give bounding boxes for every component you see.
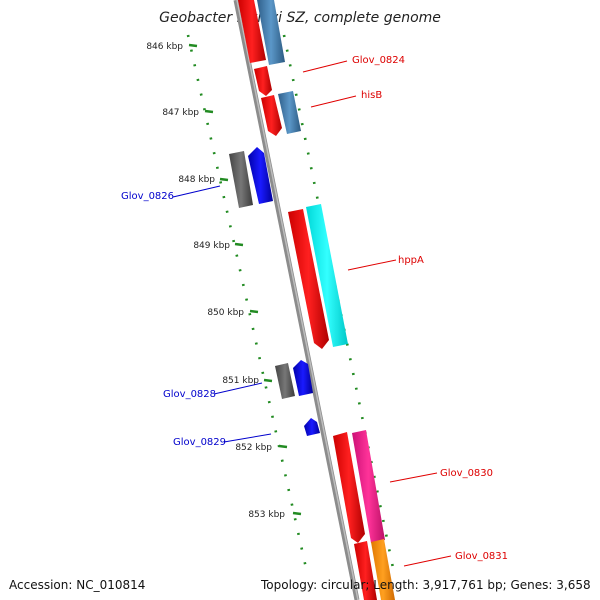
label-glov0824[interactable]: Glov_0824: [352, 55, 405, 66]
gene-glov0828-cds: [293, 360, 313, 396]
tick-mark: [188, 43, 198, 48]
topology-text: Topology: circular; Length: 3,917,761 bp…: [261, 578, 591, 592]
leader-glov0826: [172, 185, 221, 198]
gene-hppA-feature: [306, 204, 348, 347]
tick-mark: [204, 109, 214, 114]
tick-track-right: [282, 34, 395, 569]
gene-hisB-feature: [278, 91, 301, 134]
genome-backbone: [233, 0, 360, 600]
tick-mark: [249, 309, 259, 314]
gene-glov0831-feature: [371, 539, 395, 600]
label-glov0826[interactable]: Glov_0826: [121, 191, 174, 202]
tick-mark: [234, 242, 244, 247]
tick-label: 853 kbp: [248, 510, 285, 520]
gene-glov0831-cds: [354, 541, 377, 600]
leader-hisB: [310, 95, 357, 108]
gene-glov0830-cds: [333, 432, 365, 543]
tick-label: 847 kbp: [162, 108, 199, 118]
gene-glov0826-cds: [248, 147, 273, 204]
tick-label: 850 kbp: [207, 308, 244, 318]
tick-label: 851 kbp: [222, 376, 259, 386]
tick-label: 846 kbp: [146, 42, 183, 52]
label-glov0830[interactable]: Glov_0830: [440, 468, 493, 479]
leader-glov0830: [389, 472, 438, 483]
leader-glov0829: [223, 433, 272, 443]
tick-mark: [292, 511, 302, 516]
label-glov0828[interactable]: Glov_0828: [163, 389, 216, 400]
label-glov0831[interactable]: Glov_0831: [455, 551, 508, 562]
tick-mark: [278, 444, 288, 449]
gene-small-red-arrow: [254, 66, 272, 96]
gene-glov0824-feature: [257, 0, 285, 65]
major-ticks: [188, 43, 302, 516]
gene-features: [229, 0, 395, 600]
tick-label: 849 kbp: [193, 241, 230, 251]
accession-text: Accession: NC_010814: [9, 578, 146, 592]
leader-hppA: [347, 259, 397, 271]
leader-glov0828: [213, 382, 263, 395]
tick-mark: [263, 378, 273, 383]
label-glov0829[interactable]: Glov_0829: [173, 437, 226, 448]
gene-hppA-cds: [288, 209, 329, 349]
gene-glov0824-cds: [238, 0, 266, 63]
gene-glov0830-feature: [352, 430, 385, 543]
genome-backbone-highlight: [236, 0, 359, 600]
map-title: Geobacter lovleyi SZ, complete genome: [159, 10, 441, 26]
leader-glov0824: [302, 60, 348, 73]
tick-label: 848 kbp: [178, 175, 215, 185]
label-hppA[interactable]: hppA: [398, 255, 424, 266]
tick-label: 852 kbp: [235, 443, 272, 453]
leader-glov0831: [403, 555, 452, 567]
gene-glov0826-feature: [229, 151, 253, 208]
gene-glov0829-cds: [304, 418, 320, 436]
tick-mark: [219, 177, 229, 182]
tick-track-left: [186, 34, 308, 569]
gene-hisB-cds: [261, 95, 282, 136]
gene-glov0828-feature: [275, 363, 295, 399]
label-hisB[interactable]: hisB: [361, 90, 382, 101]
